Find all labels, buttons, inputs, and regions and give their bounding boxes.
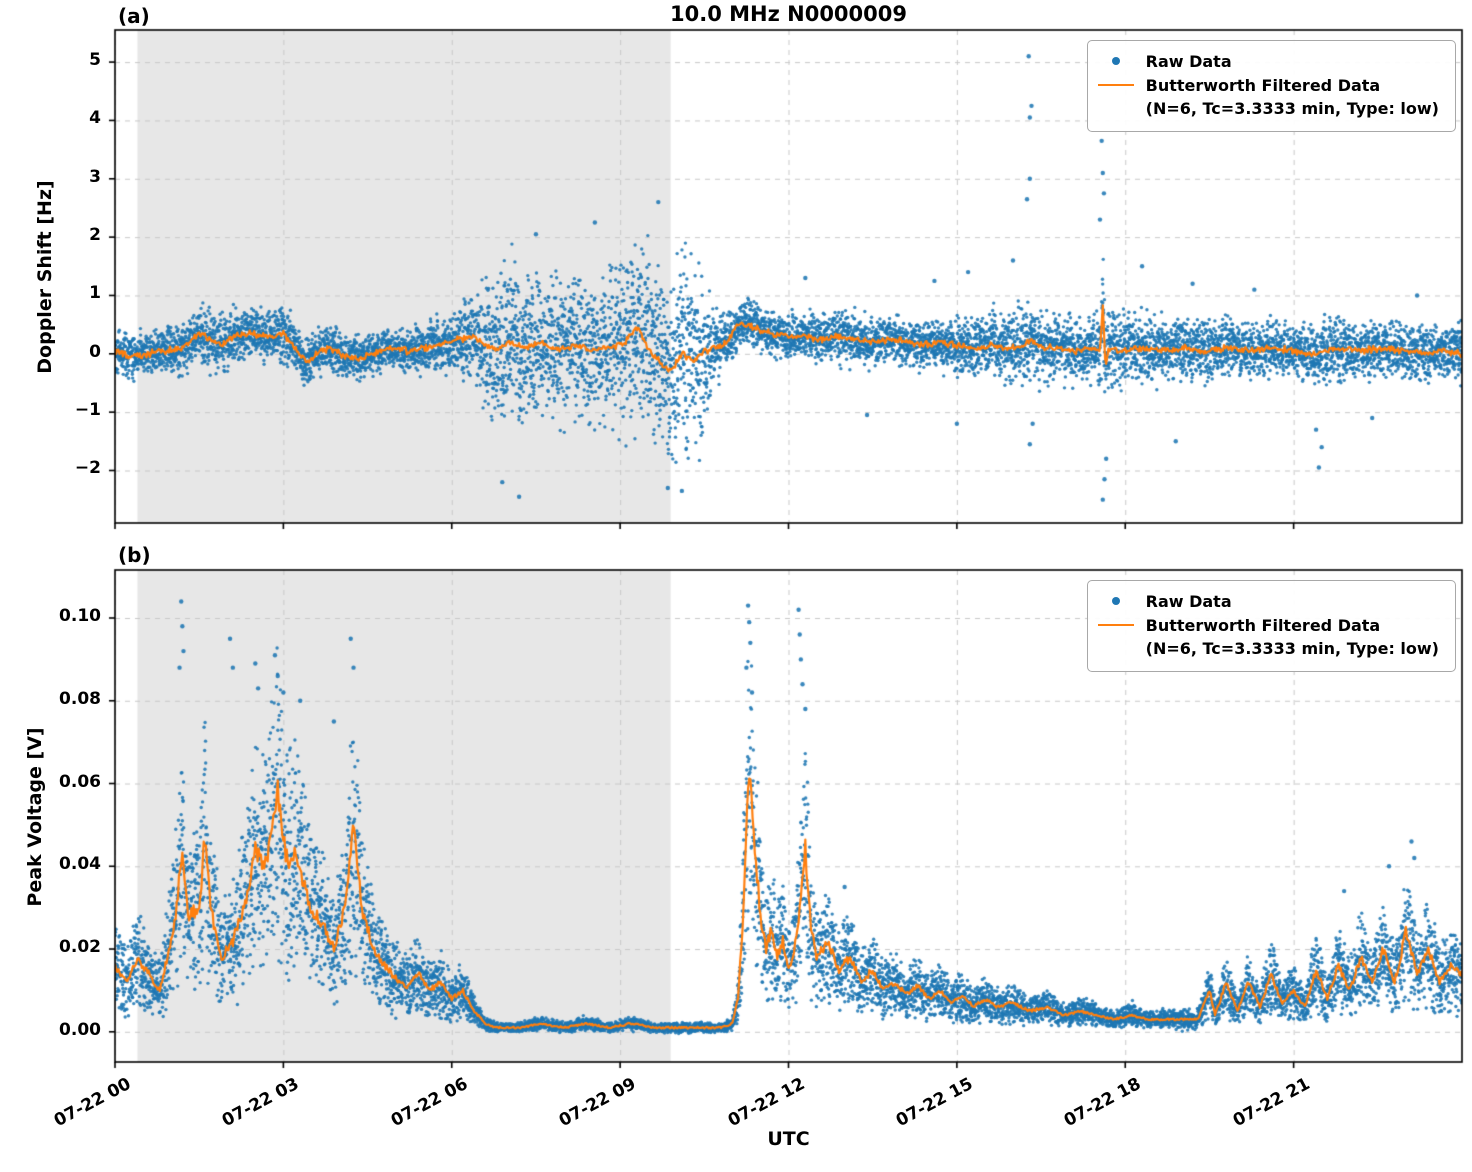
legend-raw-label: Raw Data <box>1145 52 1232 71</box>
y-tick-label: 4 <box>89 108 101 129</box>
y-tick-label: 1 <box>89 283 101 304</box>
y-tick-label: 5 <box>89 50 101 71</box>
legend-filtered-label-line2: (N=6, Tc=3.3333 min, Type: low) <box>1145 98 1439 118</box>
panel-a-label: (a) <box>118 4 150 28</box>
raw-data-dot-icon <box>1111 597 1120 605</box>
legend-filtered-label-line1: Butterworth Filtered Data <box>1145 616 1381 636</box>
filtered-line-icon <box>1097 84 1134 87</box>
y-tick-label: 2 <box>89 225 101 246</box>
y-tick-label: 0.00 <box>59 1019 101 1040</box>
legend-filtered-label-line1: Butterworth Filtered Data <box>1145 76 1381 96</box>
legend-panel-a: Raw Data Butterworth Filtered Data (N=6,… <box>1086 40 1456 133</box>
chart-title: 10.0 MHz N0000009 <box>670 2 907 26</box>
x-axis-label-utc: UTC <box>767 1128 810 1150</box>
raw-data-dot-icon <box>1111 57 1120 65</box>
y-tick-label: 3 <box>89 166 101 187</box>
y-axis-label-voltage: Peak Voltage [V] <box>24 727 46 907</box>
filtered-line-icon <box>1097 624 1134 627</box>
y-tick-label: 0.04 <box>59 854 101 875</box>
legend-entry-filtered: Butterworth Filtered Data (N=6, Tc=3.333… <box>1097 75 1439 120</box>
legend-entry-filtered: Butterworth Filtered Data (N=6, Tc=3.333… <box>1097 615 1439 660</box>
y-tick-label: 0.02 <box>59 937 101 958</box>
legend-entry-raw: Raw Data <box>1098 591 1439 613</box>
y-tick-label: −1 <box>74 400 101 421</box>
y-tick-label: 0.06 <box>59 771 101 792</box>
legend-panel-b: Raw Data Butterworth Filtered Data (N=6,… <box>1086 580 1456 673</box>
y-axis-label-doppler: Doppler Shift [Hz] <box>34 180 56 374</box>
y-tick-label: 0.10 <box>59 606 101 626</box>
legend-entry-raw: Raw Data <box>1098 51 1439 73</box>
legend-raw-label: Raw Data <box>1145 592 1232 611</box>
y-tick-label: 0 <box>89 341 101 362</box>
legend-filtered-label-line2: (N=6, Tc=3.3333 min, Type: low) <box>1145 638 1439 658</box>
y-tick-label: −2 <box>74 458 101 479</box>
panel-b-label: (b) <box>118 543 151 567</box>
y-tick-label: 0.08 <box>59 688 101 709</box>
